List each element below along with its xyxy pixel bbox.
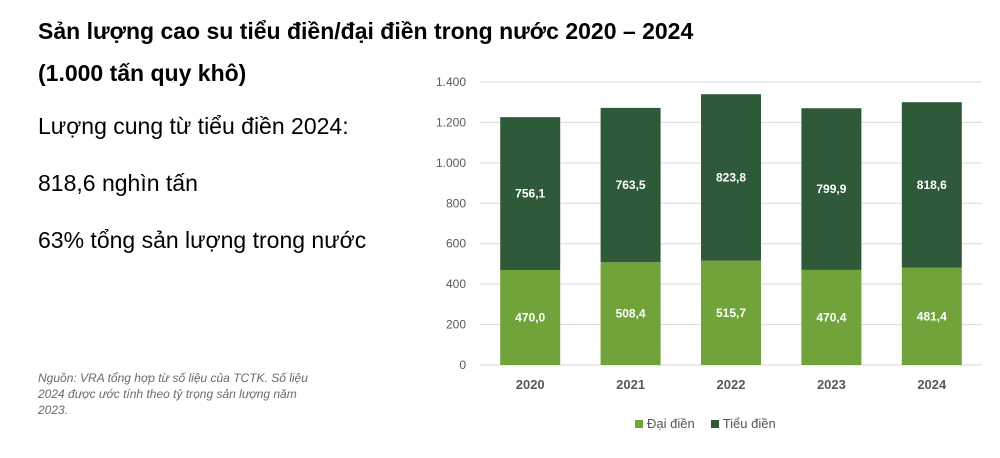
bar-segment [701,260,761,365]
y-tick-label: 800 [446,196,466,210]
stat-share: 63% tổng sản lượng trong nước [38,227,367,253]
source-note: Nguồn: VRA tổng hợp từ số liệu của TCTK.… [38,371,308,417]
bar-segment [901,267,962,365]
data-label: 756,1 [515,187,545,201]
bar-segment [600,107,661,263]
title-line-1: Sản lượng cao su tiểu điền/đại điền tron… [38,18,694,44]
title-line-2: (1.000 tấn quy khô) [38,60,247,86]
y-tick-label: 600 [446,237,466,251]
bar-segment [701,94,761,261]
bar-segment [801,269,862,365]
data-label: 763,5 [616,178,646,192]
x-tick-label: 2022 [717,377,746,392]
chart-title: Sản lượng cao su tiểu điền/đại điền tron… [38,10,798,94]
stacked-bar-chart: 0 200 400 600 800 1.000 1.200 1.400 470,0 756,1 20… [436,75,982,392]
data-label: 818,6 [917,178,947,192]
x-tick-label: 2021 [616,377,645,392]
y-tick-label: 200 [446,318,466,332]
chart-legend: Đại điền Tiểu điền [635,416,776,431]
y-tick-label: 400 [446,277,466,291]
y-tick-label: 0 [459,358,466,372]
stat-supply-value: 818,6 nghìn tấn [38,170,198,196]
legend-swatch-dai-dien [635,419,643,428]
x-tick-label: 2024 [917,377,947,392]
y-tick-label: 1.200 [436,115,466,129]
bar-segment [500,117,561,270]
data-label: 470,4 [816,310,846,324]
bar-segment [600,262,661,365]
stat-supply-label: Lượng cung từ tiểu điền 2024: [38,113,349,139]
data-label: 470,0 [515,310,545,324]
data-label: 823,8 [716,170,746,184]
x-tick-label: 2023 [817,377,846,392]
data-label: 799,9 [816,182,846,196]
bar-segment [801,108,862,270]
y-tick-label: 1.000 [436,156,466,170]
data-label: 508,4 [616,307,646,321]
y-tick-label: 1.400 [436,75,466,89]
data-label: 481,4 [917,309,947,323]
legend-label-tieu-dien: Tiểu điền [722,416,776,431]
bar-segment [901,102,962,268]
x-tick-label: 2020 [516,377,545,392]
legend-label-dai-dien: Đại điền [647,416,695,431]
legend-item-tieu-dien: Tiểu điền [710,416,776,431]
legend-item-dai-dien: Đại điền [635,416,695,431]
legend-swatch-tieu-dien [710,419,719,428]
data-label: 515,7 [716,306,746,320]
bar-segment [500,269,561,365]
